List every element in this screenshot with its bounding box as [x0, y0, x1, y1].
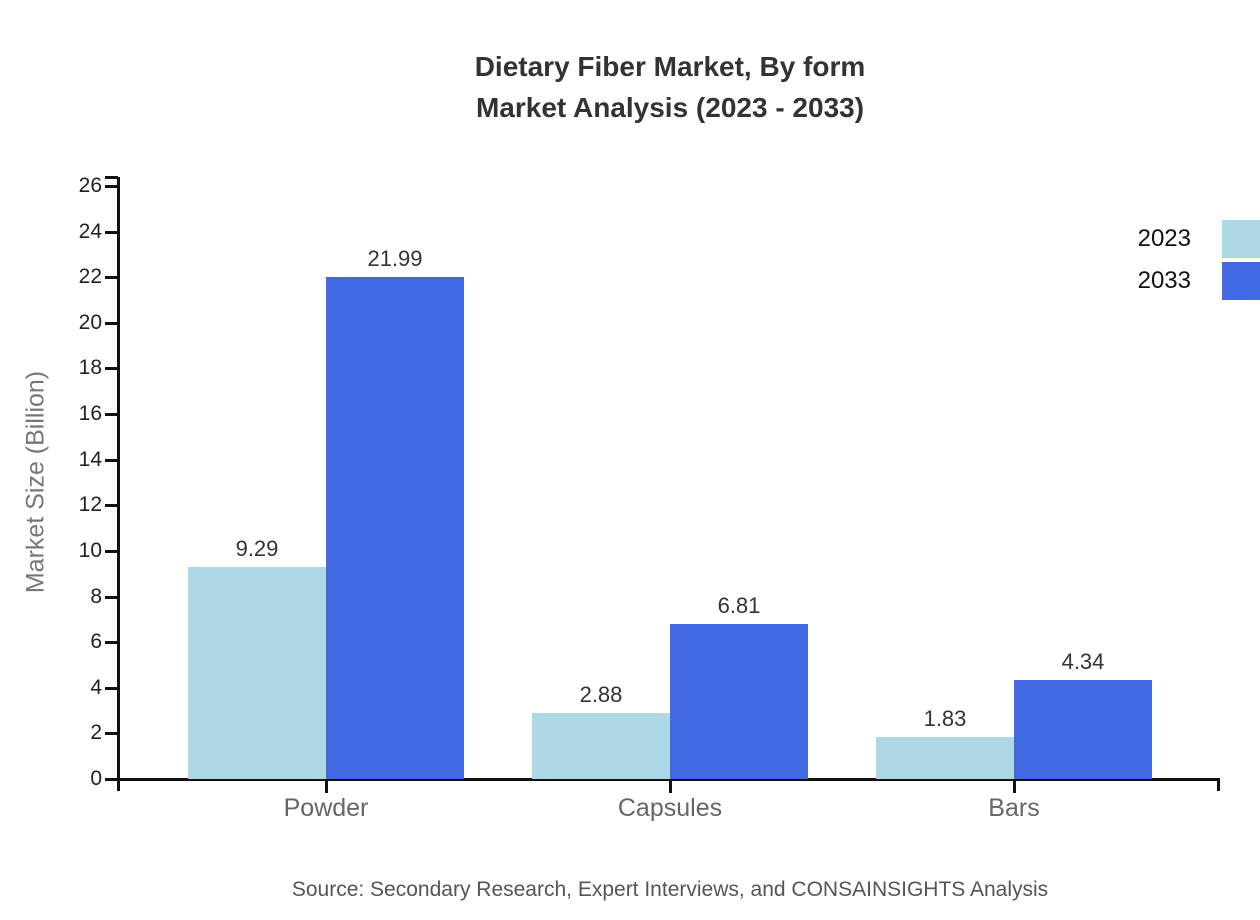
- x-tick: [1013, 780, 1016, 793]
- y-tick: [105, 687, 118, 690]
- bar-2033-powder: [326, 277, 464, 779]
- y-tick-label: 6: [90, 630, 102, 653]
- y-tick: [105, 778, 118, 781]
- x-axis-line: [117, 778, 1220, 781]
- category-label-powder: Powder: [283, 794, 369, 822]
- y-tick-label: 16: [78, 402, 102, 425]
- y-tick: [105, 231, 118, 234]
- legend-label-2023: 2023: [1137, 225, 1191, 252]
- y-tick-label: 14: [78, 448, 102, 471]
- value-label-2033-capsules: 6.81: [717, 593, 761, 618]
- value-label-2023-powder: 9.29: [235, 536, 279, 561]
- y-tick: [105, 550, 118, 553]
- chart-title-line1: Dietary Fiber Market, By form: [474, 51, 866, 82]
- y-axis-end-cap: [105, 176, 118, 179]
- x-tick: [325, 780, 328, 793]
- y-tick-label: 20: [78, 311, 102, 334]
- y-tick: [105, 276, 118, 279]
- bar-2023-bars: [876, 737, 1014, 779]
- legend-swatch-2023: [1222, 220, 1260, 258]
- y-tick: [105, 641, 118, 644]
- bar-2023-powder: [188, 567, 326, 779]
- legend-item-2023: 2023: [1138, 220, 1260, 258]
- y-tick-label: 10: [78, 539, 102, 562]
- value-label-2023-capsules: 2.88: [579, 682, 623, 707]
- value-label-2023-bars: 1.83: [923, 706, 967, 731]
- y-tick: [105, 185, 118, 188]
- y-tick-label: 0: [90, 767, 102, 790]
- value-label-2033-powder: 21.99: [367, 246, 423, 271]
- y-tick: [105, 367, 118, 370]
- bar-2023-capsules: [532, 713, 670, 779]
- y-tick: [105, 732, 118, 735]
- legend-label-2033: 2033: [1137, 267, 1191, 294]
- category-label-capsules: Capsules: [617, 794, 723, 822]
- chart-title-line2: Market Analysis (2023 - 2033): [475, 92, 865, 123]
- y-tick: [105, 322, 118, 325]
- y-tick: [105, 459, 118, 462]
- x-tick: [669, 780, 672, 793]
- legend-item-2033: 2033: [1138, 262, 1260, 300]
- y-tick-label: 24: [78, 220, 102, 243]
- category-label-bars: Bars: [988, 794, 1040, 822]
- x-axis-end-cap: [1217, 778, 1220, 791]
- y-tick-label: 2: [90, 721, 102, 744]
- chart-title: Dietary Fiber Market, By form Market Ana…: [80, 46, 1260, 128]
- value-label-2033-bars: 4.34: [1061, 649, 1105, 674]
- y-tick: [105, 413, 118, 416]
- y-tick-label: 12: [78, 493, 102, 516]
- y-tick: [105, 596, 118, 599]
- legend-swatch-2033: [1222, 262, 1260, 300]
- bar-2033-capsules: [670, 624, 808, 779]
- y-tick-label: 8: [90, 585, 102, 608]
- y-tick: [105, 504, 118, 507]
- y-tick-label: 26: [78, 174, 102, 197]
- y-axis-line: [117, 177, 120, 791]
- y-tick-label: 18: [78, 356, 102, 379]
- legend: 2023 2033: [1138, 220, 1260, 304]
- bar-2033-bars: [1014, 680, 1152, 779]
- source-note: Source: Secondary Research, Expert Inter…: [291, 878, 1049, 901]
- y-tick-label: 22: [78, 265, 102, 288]
- y-tick-label: 4: [90, 676, 102, 699]
